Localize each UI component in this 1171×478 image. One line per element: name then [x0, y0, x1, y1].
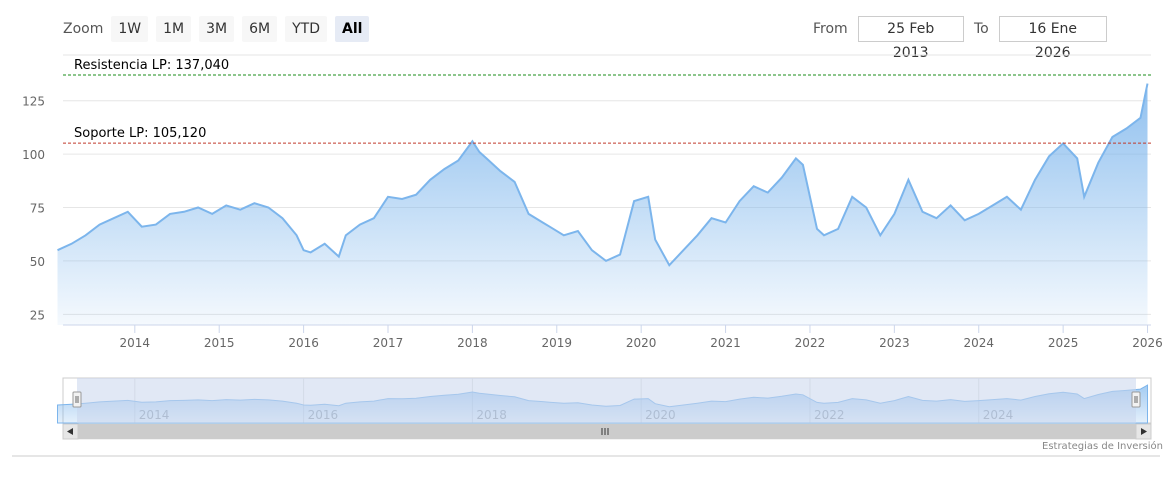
handle-body[interactable] [1131, 391, 1141, 408]
x-tick-label: 2019 [542, 336, 573, 350]
x-tick-label: 2022 [795, 336, 826, 350]
scrollbar-thumb[interactable] [78, 424, 1136, 439]
series-area [57, 83, 1149, 325]
from-date-input[interactable]: 25 Feb 2013 [857, 16, 964, 61]
zoom-label: Zoom [63, 21, 104, 37]
series-area-fill [57, 83, 1148, 325]
credit-text: Estrategias de Inversión [1042, 441, 1163, 452]
navigator[interactable]: 201420162018202020222024 [57, 377, 1152, 424]
to-label: To [974, 21, 989, 37]
y-axis: 25 50 75 100 125 [22, 95, 45, 323]
y-tick-label: 100 [22, 148, 45, 162]
zoom-6m-button[interactable]: 6M [242, 16, 278, 42]
resistance-label: Resistencia LP: 137,040 [74, 58, 229, 73]
zoom-1m-button[interactable]: 1M [156, 16, 192, 42]
x-tick-label: 2023 [879, 336, 910, 350]
y-tick-label: 50 [30, 255, 45, 269]
zoom-ytd-button[interactable]: YTD [285, 16, 327, 42]
zoom-1w-button[interactable]: 1W [111, 16, 149, 42]
chevron-right-icon [1141, 428, 1147, 435]
y-tick-label: 125 [22, 95, 45, 109]
y-tick-label: 25 [30, 308, 45, 322]
to-range: To 16 Ene 2026 [974, 15, 1107, 61]
x-tick-label: 2015 [204, 336, 235, 350]
scrollbar[interactable] [62, 423, 1152, 440]
x-tick-label: 2016 [288, 336, 319, 350]
x-tick-label: 2017 [373, 336, 404, 350]
from-range: From 25 Feb 2013 [813, 15, 964, 61]
annotations: Resistencia LP: 137,040 Soporte LP: 105,1… [63, 58, 1151, 144]
navigator-selection[interactable] [77, 378, 1136, 423]
zoom-bar: Zoom 1W 1M 3M 6M YTD All [63, 15, 377, 43]
x-tick-label: 2021 [710, 336, 741, 350]
zoom-3m-button[interactable]: 3M [199, 16, 235, 42]
x-axis: 2014 2015 2016 2017 2018 2019 2020 2021 2022 2023… [63, 324, 1163, 350]
series-line [57, 83, 1149, 267]
y-tick-label: 75 [30, 202, 45, 216]
x-tick-label: 2018 [457, 336, 488, 350]
navigator-left-handle[interactable] [72, 391, 82, 408]
zoom-all-button[interactable]: All [335, 16, 370, 42]
x-tick-label: 2026 [1132, 336, 1163, 350]
x-tick-label: 2025 [1048, 336, 1079, 350]
x-tick-label: 2020 [626, 336, 657, 350]
handle-body[interactable] [72, 391, 82, 408]
to-date-input[interactable]: 16 Ene 2026 [998, 16, 1107, 61]
chevron-left-icon [67, 428, 73, 435]
from-label: From [813, 21, 848, 37]
x-tick-label: 2024 [963, 336, 994, 350]
navigator-right-handle[interactable] [1131, 391, 1141, 408]
support-label: Soporte LP: 105,120 [74, 126, 206, 141]
x-tick-label: 2014 [120, 336, 151, 350]
